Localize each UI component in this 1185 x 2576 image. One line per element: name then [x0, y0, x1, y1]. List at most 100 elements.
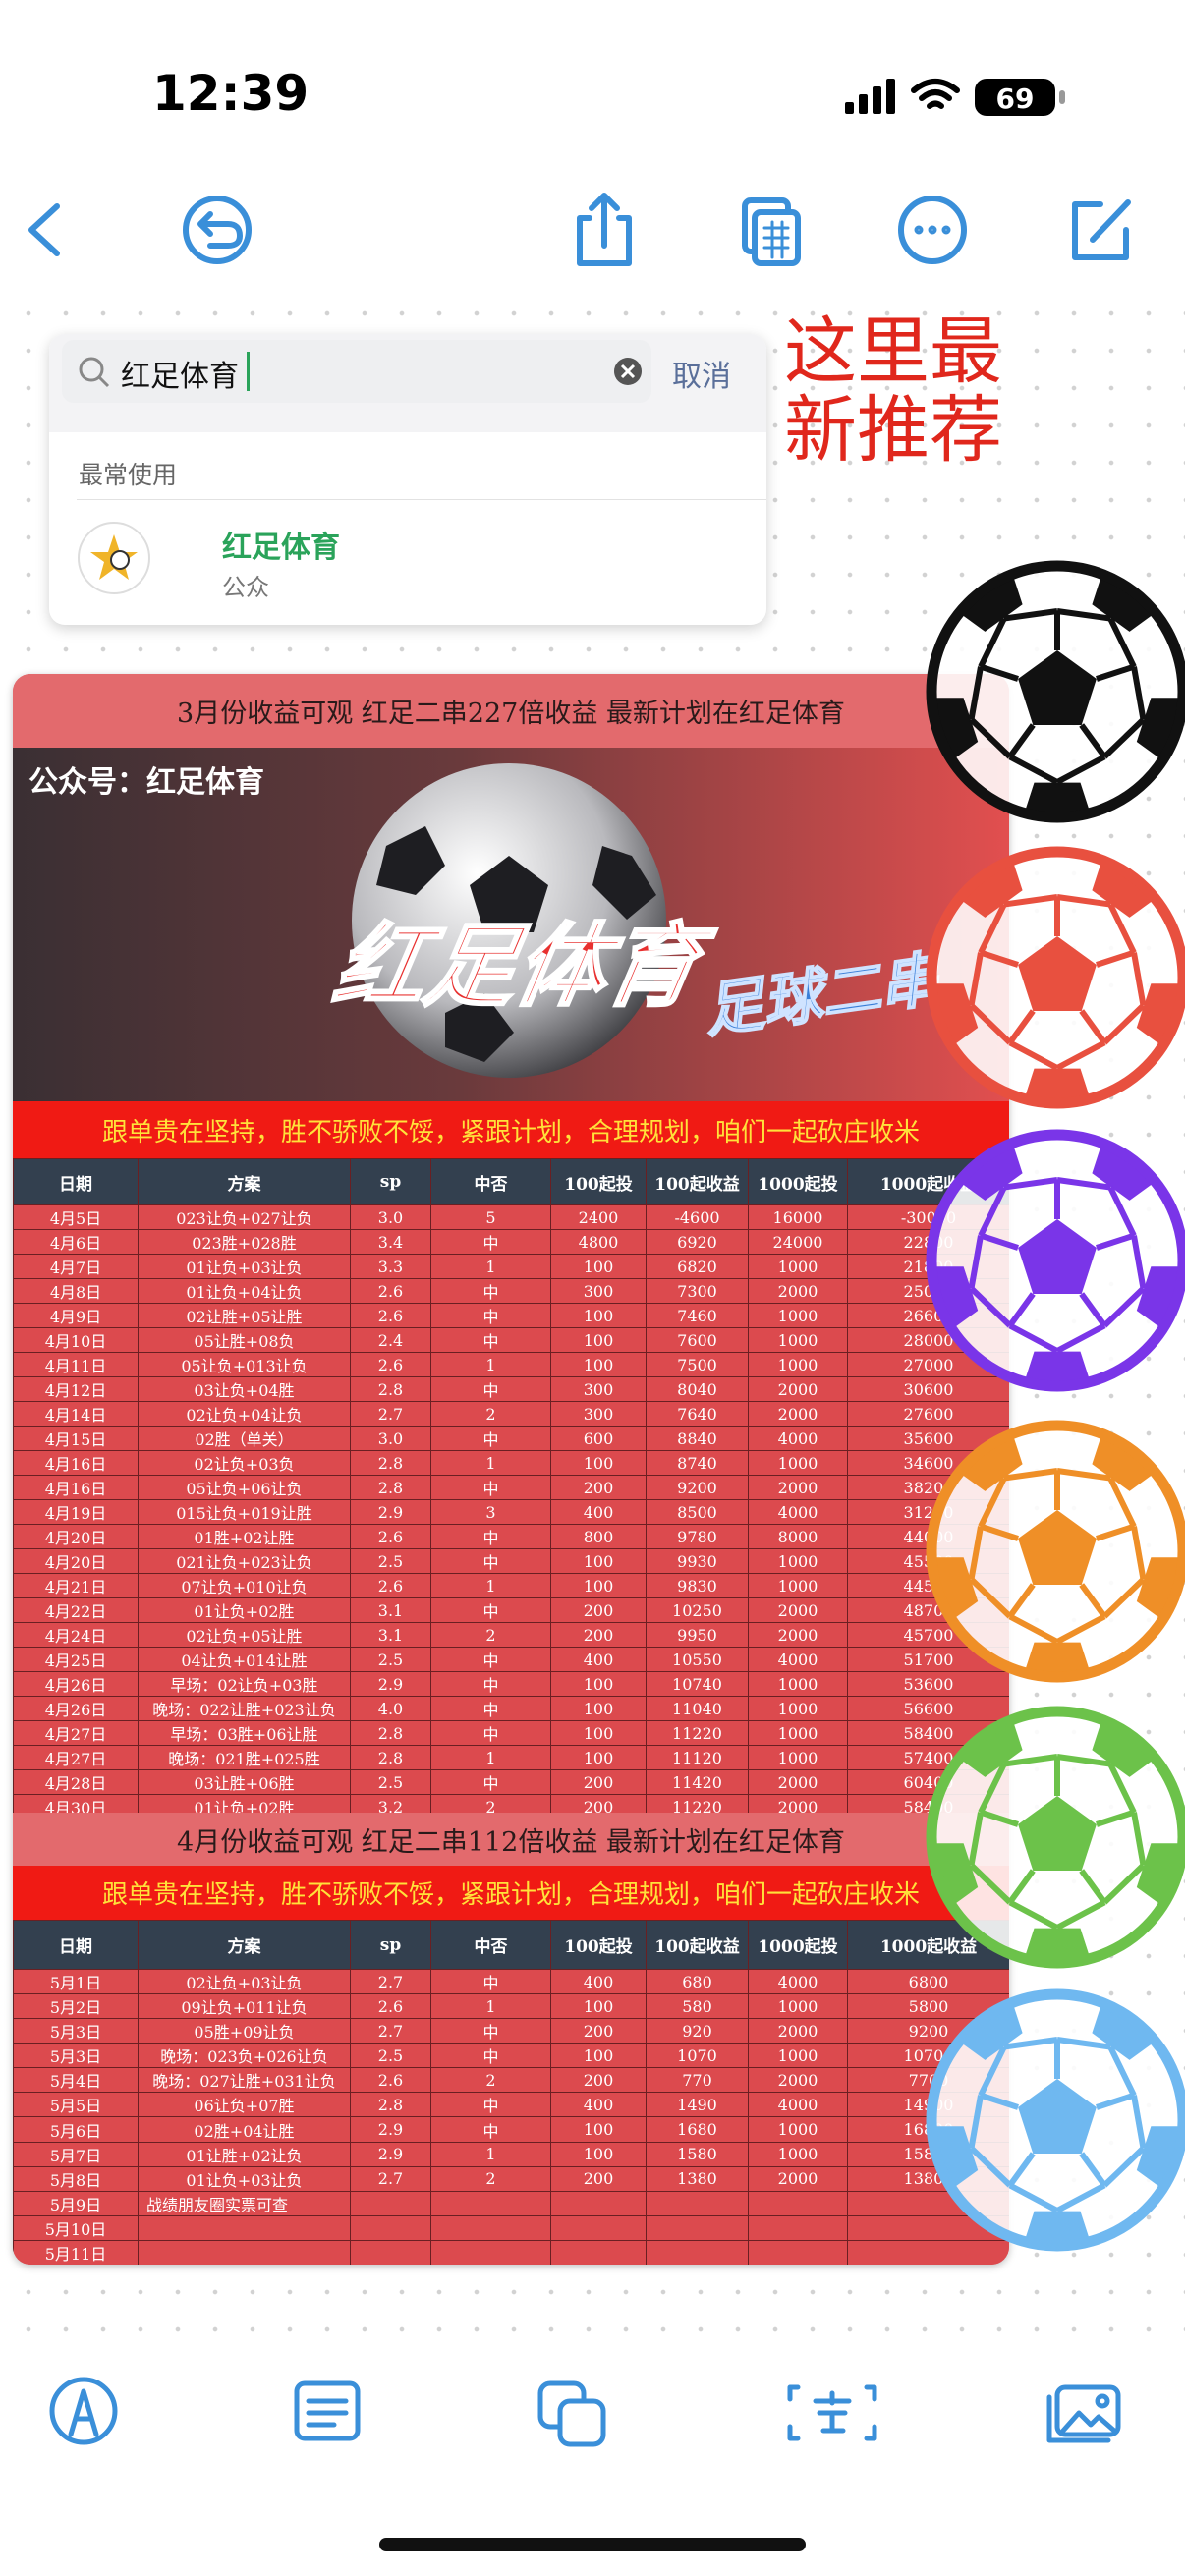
- ball-seam: [1003, 1754, 1058, 1767]
- search-panel: 红足体育 取消 最常使用 红足体育 公众: [49, 334, 766, 625]
- table-cell: 1000: [748, 1720, 848, 1746]
- ball-seam: [978, 2045, 1007, 2097]
- table-cell: 2.8: [350, 2092, 431, 2118]
- table-cell: 3: [430, 1499, 551, 1525]
- shapes-button[interactable]: [537, 2380, 606, 2447]
- ball-seam: [968, 2095, 984, 2149]
- table-cell: 2.6: [350, 1573, 431, 1598]
- ball-seam: [1102, 1003, 1146, 1045]
- ball-seam: [1107, 1763, 1137, 1814]
- column-header: 100起投: [550, 1920, 647, 1970]
- table-cell: 06让负+07胜: [138, 2092, 351, 2118]
- more-button[interactable]: [898, 196, 967, 264]
- table-cell: 1: [430, 1352, 551, 1377]
- ball-seam: [1008, 1899, 1059, 1931]
- ball-seam: [969, 2146, 1012, 2188]
- ball-seam: [1055, 2182, 1106, 2213]
- table-cell: [748, 2214, 848, 2241]
- table-cell: 2000: [748, 1401, 848, 1427]
- text-button[interactable]: [294, 2380, 361, 2441]
- divider: [77, 499, 766, 500]
- ball-seam: [980, 949, 1019, 968]
- table-cell: 9830: [646, 1573, 749, 1598]
- table-cell: 1: [430, 1993, 551, 2020]
- table-row: 5月9日 战绩朋友圈实票可查: [13, 2190, 1009, 2216]
- table-row: 5月11日: [13, 2239, 1009, 2265]
- ball-seam: [1007, 1583, 1036, 1619]
- table-cell: 9200: [646, 1475, 749, 1500]
- table-cell: 1: [430, 1573, 551, 1598]
- table-cell: 10250: [646, 1597, 749, 1623]
- table-cell: 1380: [646, 2165, 749, 2192]
- table-cell: 5月4日: [13, 2067, 139, 2094]
- table-row: 4月21日 07让负+010让负 2.6 1 100 9830 1000 44500: [13, 1573, 1009, 1598]
- table-cell: 2.6: [350, 2067, 431, 2094]
- header-row: 日期 方案 sp 中否 100起投 100起收益 1000起投 1000起收益: [13, 1920, 1009, 1970]
- table-row: 5月6日 02胜+04让胜 2.9 中 100 1680 1000 16800: [13, 2116, 1009, 2143]
- table-cell: 10550: [646, 1647, 749, 1672]
- bottom-toolbar: [0, 2348, 1185, 2576]
- table-cell: 2: [430, 1401, 551, 1427]
- markup-button[interactable]: [49, 2377, 118, 2445]
- table-row: 4月7日 01让负+03让负 3.3 1 100 6820 1000 21800: [13, 1254, 1009, 1279]
- table-row: 5月8日 01让负+03让负 2.7 2 200 1380 2000 13800: [13, 2165, 1009, 2192]
- table-cell: [430, 2190, 551, 2216]
- table-cell: [847, 2239, 1009, 2265]
- table-cell: 2.7: [350, 1401, 431, 1427]
- table-cell: 4000: [748, 2092, 848, 2118]
- cancel-button[interactable]: 取消: [672, 360, 731, 394]
- table-cell: 1: [430, 2141, 551, 2167]
- column-header: 1000起投: [748, 1158, 848, 1205]
- ball-patch: [1018, 1796, 1097, 1871]
- ball-seam: [1107, 617, 1137, 668]
- table-cell: 中: [430, 1524, 551, 1549]
- share-button[interactable]: [577, 193, 632, 266]
- section-label: 最常使用: [79, 461, 178, 489]
- table-cell: 2.7: [350, 2018, 431, 2044]
- table-cell: 03让胜+06胜: [138, 1769, 351, 1795]
- table-cell: 11420: [646, 1769, 749, 1795]
- search-result[interactable]: 红足体育 公众: [49, 501, 766, 625]
- table-cell: 800: [550, 1524, 647, 1549]
- table-row: 4月27日 晚场：021胜+025胜 2.8 1 100 11120 1000 57400: [13, 1745, 1009, 1770]
- ball-seam: [978, 1477, 1007, 1528]
- textbox-button[interactable]: [787, 2384, 877, 2441]
- column-header: sp: [350, 1920, 431, 1970]
- table-cell: 5月11日: [13, 2239, 139, 2265]
- bottom-icons: [49, 2377, 1121, 2447]
- table-cell: 1680: [646, 2116, 749, 2143]
- ball-patch: [1020, 1642, 1095, 1677]
- table-cell: 1490: [646, 2092, 749, 2118]
- ball-seam: [1102, 717, 1146, 759]
- table-cell: 2.5: [350, 2043, 431, 2069]
- photo-button[interactable]: [1046, 2384, 1121, 2443]
- table-cell: 中: [430, 1475, 551, 1500]
- table-cell: 100: [550, 1548, 647, 1574]
- compose-button[interactable]: [1072, 199, 1131, 260]
- ball-seam: [1056, 1468, 1111, 1482]
- table-cell: 8740: [646, 1450, 749, 1476]
- search-field[interactable]: 红足体育: [62, 340, 651, 403]
- back-button[interactable]: [28, 203, 60, 256]
- table-cell: 晚场：027让胜+031让负: [138, 2067, 351, 2094]
- column-header: 1000起投: [748, 1920, 848, 1970]
- table-cell: 中: [430, 1696, 551, 1721]
- table-cell: 2000: [748, 1475, 848, 1500]
- table-cell: 1000: [748, 2141, 848, 2167]
- table-cell: 2: [430, 2067, 551, 2094]
- table-cell: 2.6: [350, 1278, 431, 1304]
- table-cell: 920: [646, 2018, 749, 2044]
- table-cell: 600: [550, 1426, 647, 1451]
- ball-seam: [1008, 1322, 1059, 1354]
- table-cell: 1000: [748, 1696, 848, 1721]
- grid-button[interactable]: [742, 197, 801, 266]
- table-cell: 中: [430, 2116, 551, 2143]
- undo-button[interactable]: [183, 196, 252, 264]
- ball-seam: [1107, 2045, 1137, 2097]
- ball-seam: [1079, 1009, 1107, 1045]
- table-cell: 2.9: [350, 1671, 431, 1697]
- ball-seam: [1007, 1009, 1036, 1045]
- ball-seam: [1056, 894, 1111, 908]
- table-cell: 晚场：022让胜+023让负: [138, 1696, 351, 1721]
- clear-button[interactable]: [612, 356, 644, 387]
